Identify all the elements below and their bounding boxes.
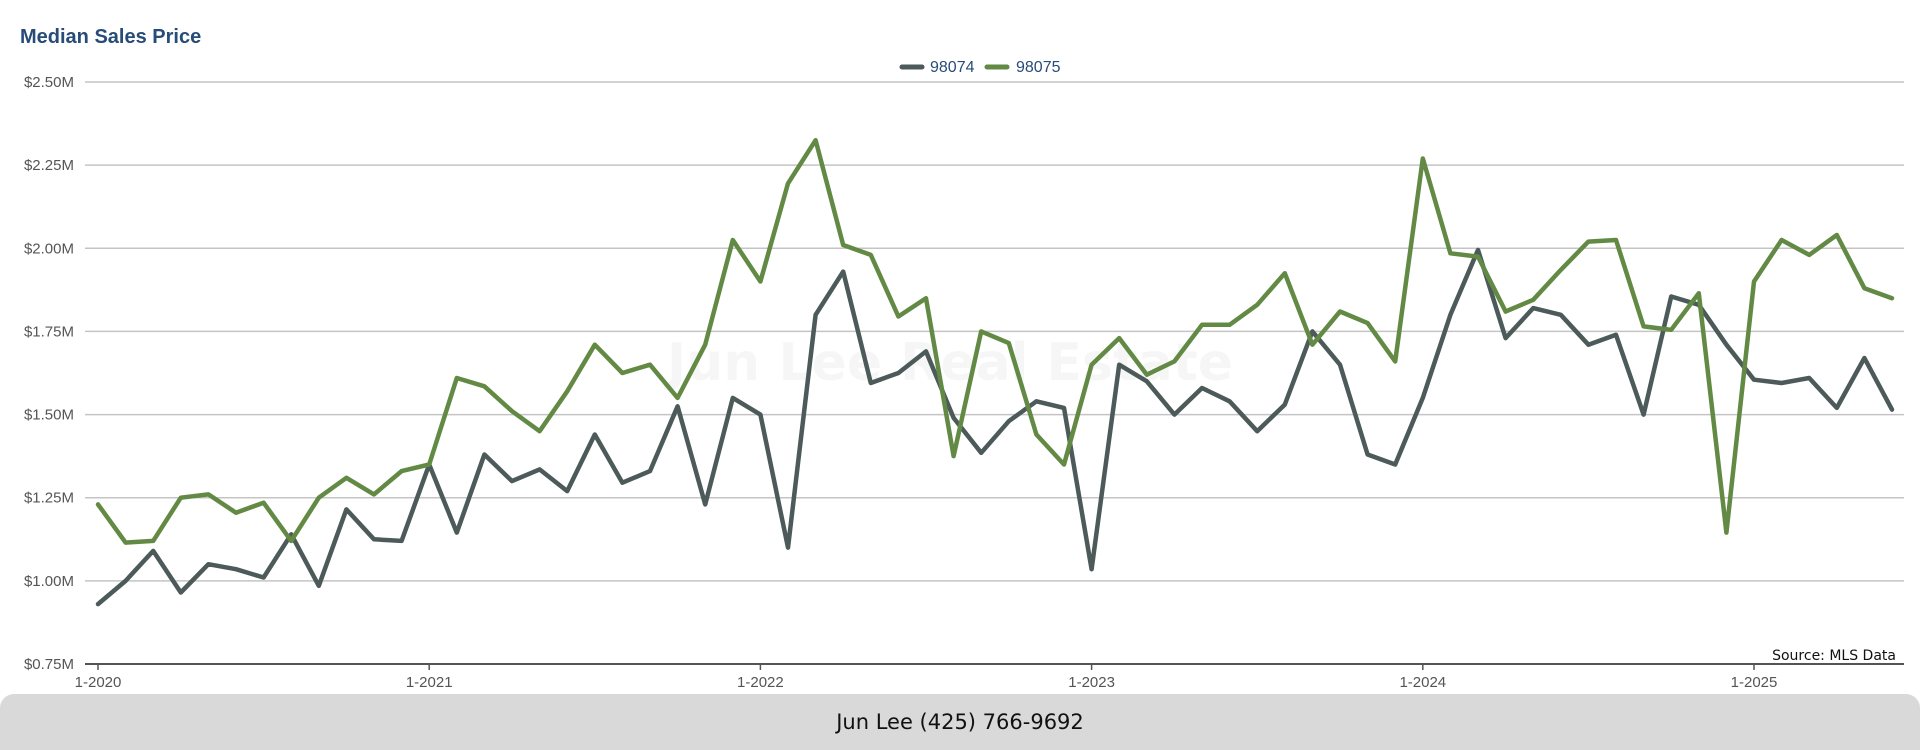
y-tick-label: $0.75M <box>24 656 74 673</box>
source-note: Source: MLS Data <box>1772 648 1896 664</box>
x-tick-label: 1-2024 <box>1399 674 1446 691</box>
series-lines <box>95 137 1895 607</box>
x-tick-label: 1-2025 <box>1731 674 1778 691</box>
series-line-98075 <box>95 137 1895 545</box>
y-tick-label: $2.50M <box>24 74 74 91</box>
line-chart: Jun Lee Real Estate $0.75M$1.00M$1.25M$1… <box>24 59 1904 691</box>
x-tick-label: 1-2021 <box>406 674 453 691</box>
x-tick-label: 1-2020 <box>75 674 122 691</box>
x-axis: 1-2020 1-2021 1-2022 1-2023 1-2024 1-2025 <box>75 663 1904 691</box>
legend: 98074 98075 <box>899 59 1061 76</box>
y-tick-label: $1.75M <box>24 323 74 340</box>
agent-contact: Jun Lee (425) 766-9692 <box>836 710 1084 734</box>
series-line-98074 <box>95 247 1895 607</box>
y-tick-label: $2.25M <box>24 157 74 174</box>
footer-bar: Jun Lee (425) 766-9692 <box>0 694 1920 750</box>
y-tick-label: $1.00M <box>24 573 74 590</box>
grid-lines <box>85 81 1904 582</box>
chart-title: Median Sales Price <box>20 26 202 48</box>
legend-label-98075: 98075 <box>1016 59 1061 76</box>
x-tick-label: 1-2022 <box>737 674 784 691</box>
y-tick-label: $2.00M <box>24 240 74 257</box>
y-axis: $0.75M $1.00M $1.25M $1.50M $1.75M $2.00M $2.2… <box>24 74 74 673</box>
legend-label-98074: 98074 <box>930 59 975 76</box>
y-tick-label: $1.25M <box>24 490 74 507</box>
y-tick-label: $1.50M <box>24 407 74 424</box>
x-tick-label: 1-2023 <box>1068 674 1115 691</box>
